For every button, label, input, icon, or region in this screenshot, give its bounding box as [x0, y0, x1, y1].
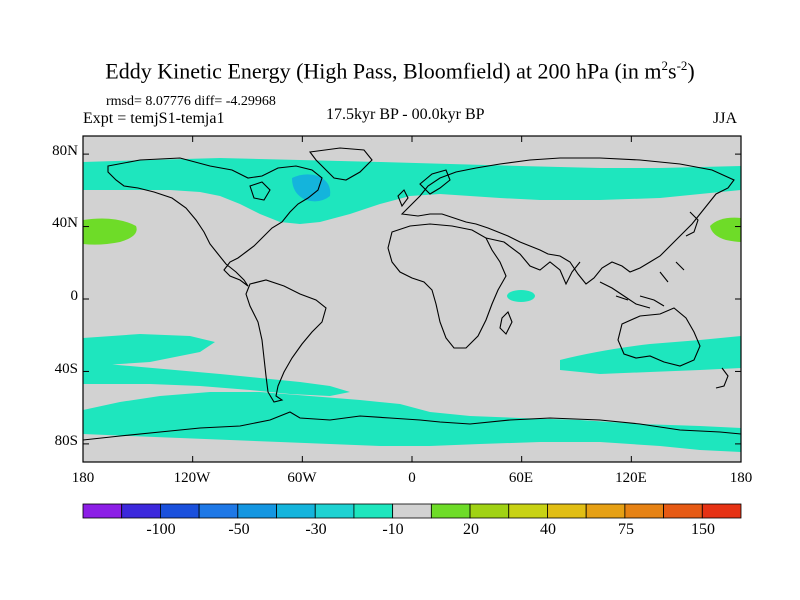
- coast-greenland: [308, 147, 373, 181]
- season-label: JJA: [713, 110, 738, 127]
- rmsd-diff-stats: rmsd= 8.07776 diff= -4.29968: [106, 94, 276, 109]
- colorbar-swatch: [392, 503, 432, 519]
- equatorial-patch: [507, 290, 535, 302]
- colorbar-label: 150: [691, 521, 715, 538]
- south-pacific-band: [83, 362, 350, 396]
- coast-madagascar: [499, 311, 513, 335]
- coast-south-america: [245, 279, 327, 403]
- north-positive-band: [83, 158, 741, 224]
- coast-antarctica: [83, 411, 741, 441]
- colorbar-swatch: [469, 503, 510, 519]
- colorbar-swatch: [276, 503, 316, 519]
- lat-label-40s: 40S: [54, 361, 78, 377]
- coast-eurasia: [400, 157, 735, 285]
- colorbar-label: 20: [463, 521, 479, 538]
- axis-ticks: [82, 136, 742, 462]
- colorbar-label: 75: [618, 521, 634, 538]
- coast-australia: [617, 307, 701, 367]
- coast-japan: [685, 211, 699, 237]
- colorbar-swatch: [121, 503, 161, 519]
- coast-southeast-asia: [599, 261, 685, 309]
- map-field: [83, 136, 741, 462]
- colorbar-label: -10: [382, 521, 404, 538]
- lon-label-180e: 180: [729, 470, 753, 486]
- colorbar-label: -30: [305, 521, 327, 538]
- colorbar-label: -50: [228, 521, 250, 538]
- colorbar-swatch: [160, 503, 200, 519]
- lon-label-180w: 180: [71, 470, 95, 486]
- colorbar-swatch: [624, 503, 664, 519]
- colorbar-swatch: [198, 503, 239, 519]
- colorbar-swatch: [701, 503, 742, 519]
- period-label: 17.5kyr BP - 00.0kyr BP: [326, 106, 485, 123]
- colorbar-swatch: [82, 503, 123, 519]
- colorbar-swatch: [585, 503, 626, 519]
- west-green-patch: [83, 218, 137, 245]
- lat-label-equator: 0: [70, 288, 79, 304]
- colorbar-label: -100: [146, 521, 176, 538]
- lon-label-0: 0: [408, 470, 416, 486]
- coast-hudson-bay: [249, 181, 271, 201]
- lon-label-120w: 120W: [173, 470, 211, 486]
- lat-label-40n: 40N: [52, 215, 78, 231]
- coast-new-zealand: [715, 367, 729, 389]
- colorbar-swatch: [430, 503, 471, 519]
- plot-title: Eddy Kinetic Energy (High Pass, Bloomfie…: [105, 58, 695, 84]
- coast-africa: [387, 223, 507, 349]
- south-indian-band: [560, 336, 741, 374]
- colorbar-swatch: [547, 503, 587, 519]
- coast-british-isles: [397, 189, 409, 208]
- colorbar-label: 40: [540, 521, 556, 538]
- colorbar-swatch: [237, 503, 277, 519]
- colorbar-swatch: [353, 503, 394, 519]
- lat-label-80s: 80S: [54, 433, 78, 449]
- lon-label-60e: 60E: [508, 470, 534, 486]
- lon-label-120e: 120E: [615, 470, 647, 486]
- coastlines: [83, 147, 741, 441]
- south-midlat-band: [83, 334, 215, 366]
- lon-label-60w: 60W: [287, 470, 317, 486]
- lat-label-80n: 80N: [52, 143, 78, 159]
- coast-arabia-india: [485, 237, 581, 286]
- coast-scandinavia: [419, 169, 451, 195]
- coast-north-america: [107, 157, 323, 287]
- east-green-patch: [710, 217, 741, 242]
- colorbar-swatch: [508, 503, 548, 519]
- colorbar-swatch: [663, 503, 703, 519]
- south-highlat-band: [83, 392, 741, 452]
- colorbar-swatch: [314, 503, 355, 519]
- colorbar: [82, 503, 742, 519]
- experiment-label: Expt = temjS1-temja1: [83, 110, 225, 127]
